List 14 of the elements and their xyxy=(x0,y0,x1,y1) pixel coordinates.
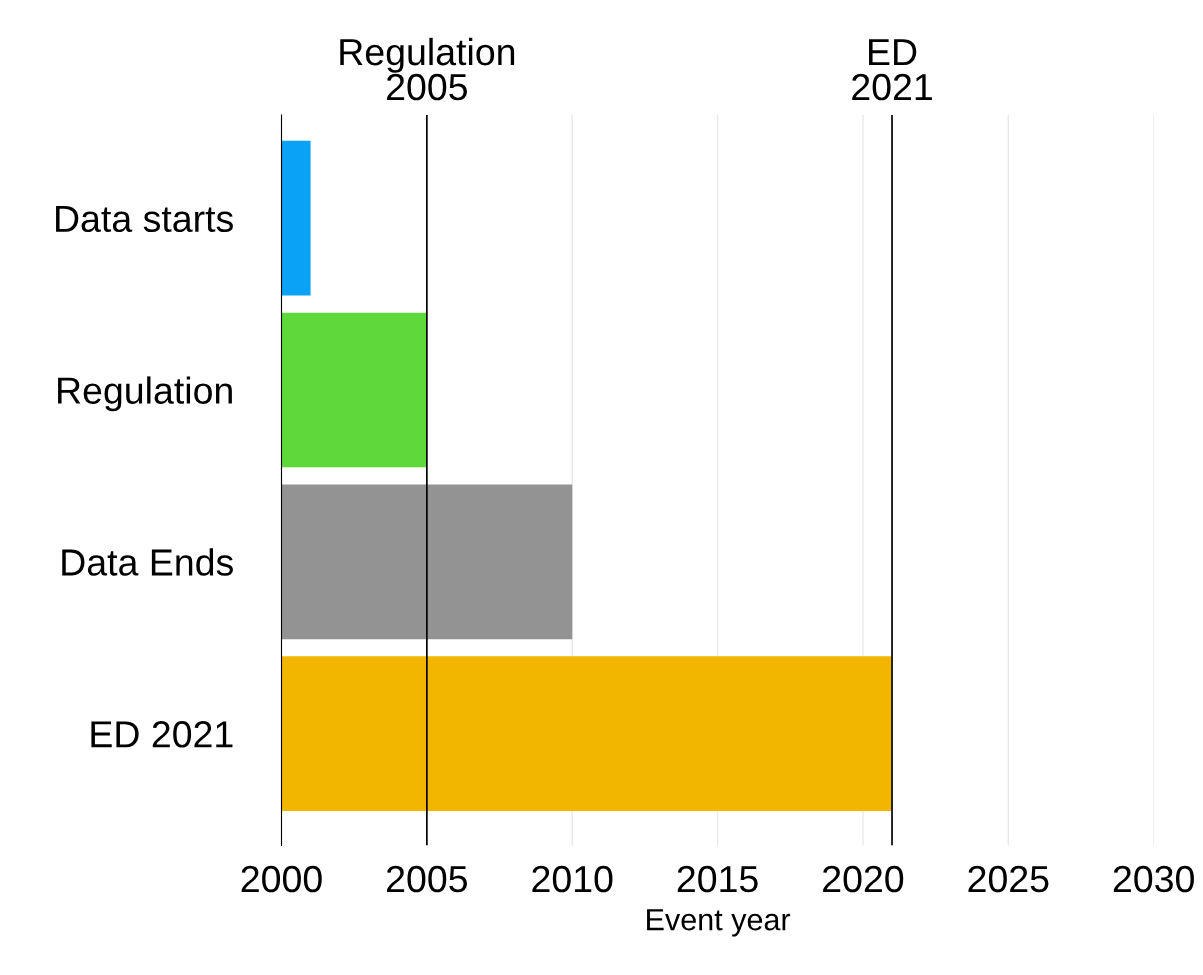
x-tick-label: 2000 xyxy=(241,865,322,893)
y-tick-label: Data starts xyxy=(56,205,233,233)
x-tick-label: 2020 xyxy=(823,865,904,893)
y-tick-label: ED 2021 xyxy=(91,721,233,748)
x-tick-label: 2015 xyxy=(677,865,758,893)
ref-line-label: Regulation 2005 xyxy=(340,37,515,101)
x-tick-label: 2030 xyxy=(1113,865,1194,893)
x-tick-label: 2005 xyxy=(387,865,468,893)
x-tick-label: 2010 xyxy=(532,865,613,893)
y-tick-label: Data Ends xyxy=(62,548,233,576)
x-tick-label: 2025 xyxy=(968,865,1049,893)
y-tick-label: Regulation xyxy=(58,376,232,412)
ref-line-label: ED 2021 xyxy=(852,39,932,101)
x-axis-title: Event year xyxy=(647,909,791,937)
